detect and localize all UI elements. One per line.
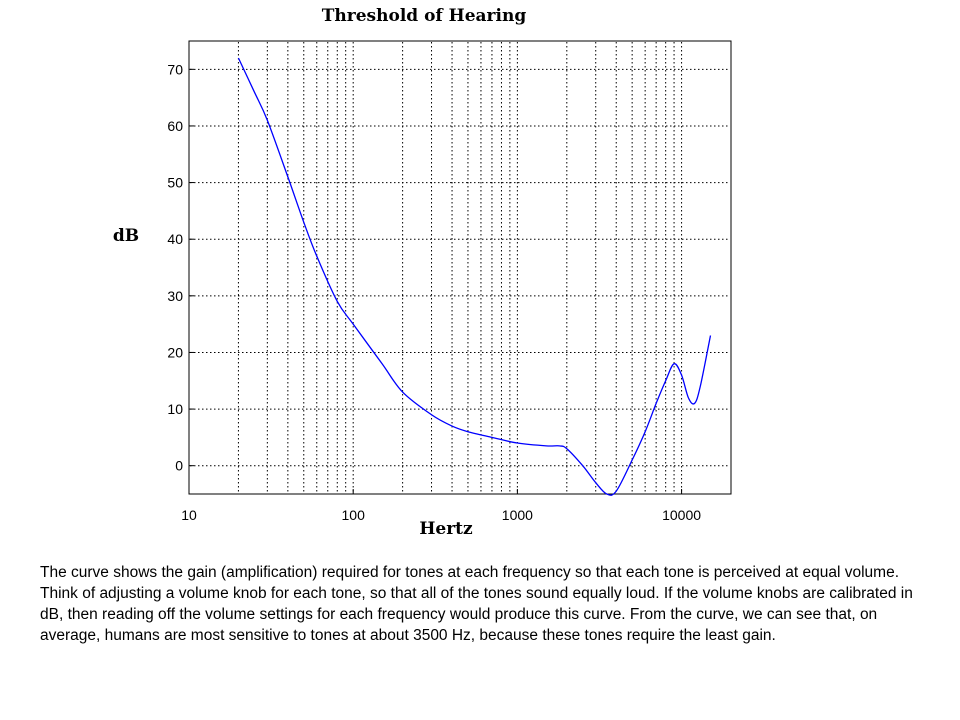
x-tick-label: 100 [342, 507, 366, 523]
y-axis-label: dB [113, 226, 139, 246]
caption-text: The curve shows the gain (amplification)… [40, 564, 913, 644]
chart-title: Threshold of Hearing [322, 6, 527, 26]
grid [190, 42, 730, 493]
x-tick-label: 1000 [502, 507, 533, 523]
ticks: 10 100 1000 10000 0 10 20 30 40 50 60 70 [167, 61, 701, 523]
x-tick-label: 10 [181, 507, 197, 523]
y-tick-label: 70 [167, 61, 183, 77]
y-tick-label: 10 [167, 401, 183, 417]
threshold-curve [237, 57, 712, 496]
threshold-chart: Threshold of Hearing 10 100 1000 10000 0 10 20… [113, 6, 732, 539]
y-tick-label: 40 [167, 231, 183, 247]
y-tick-label: 30 [167, 288, 183, 304]
x-axis-label: Hertz [419, 519, 473, 539]
plot-frame [188, 40, 732, 495]
y-tick-label: 50 [167, 175, 183, 191]
y-tick-label: 20 [167, 344, 183, 360]
x-tick-label: 10000 [662, 507, 701, 523]
y-tick-label: 0 [175, 458, 183, 474]
y-tick-label: 60 [167, 118, 183, 134]
